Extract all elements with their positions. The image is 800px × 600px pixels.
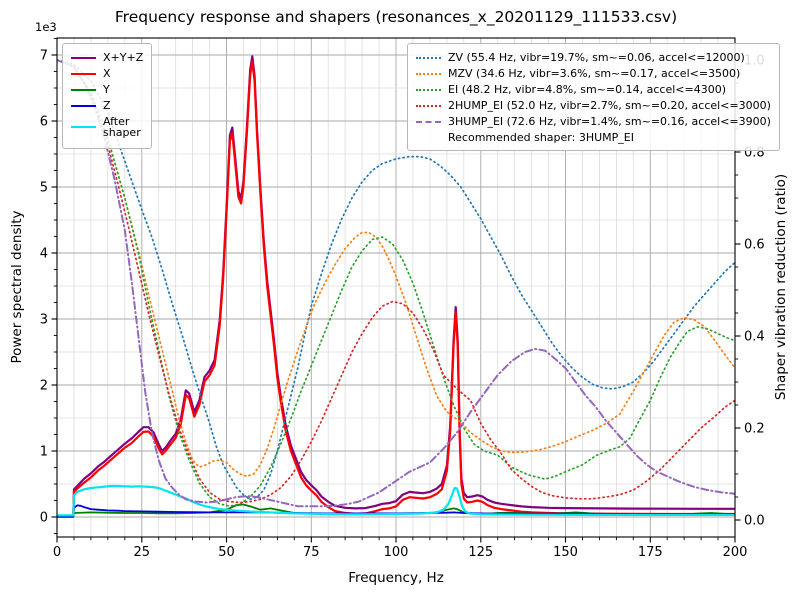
legend-entry: ZV (55.4 Hz, vibr=19.7%, sm~=0.06, accel…	[416, 52, 771, 63]
svg-text:100: 100	[384, 545, 409, 560]
svg-text:1: 1	[40, 445, 48, 460]
y-axis-offset-label: 1e3	[35, 20, 57, 34]
legend-line-sample	[416, 72, 441, 75]
svg-text:150: 150	[553, 545, 578, 560]
legend-label: MZV (34.6 Hz, vibr=3.6%, sm~=0.17, accel…	[448, 67, 741, 80]
legend-label: ZV (55.4 Hz, vibr=19.7%, sm~=0.06, accel…	[448, 51, 745, 64]
legend-label: After shaper	[103, 115, 141, 139]
svg-text:6: 6	[40, 115, 48, 130]
svg-text:125: 125	[468, 545, 493, 560]
legend-entry: Z	[71, 100, 143, 111]
legend-entry: X+Y+Z	[71, 52, 143, 63]
svg-text:0: 0	[40, 511, 48, 526]
svg-text:7: 7	[40, 49, 48, 64]
legend-label: X+Y+Z	[103, 51, 144, 64]
svg-text:175: 175	[638, 545, 663, 560]
legend-entry: X	[71, 68, 143, 79]
svg-text:0: 0	[53, 545, 61, 560]
svg-text:0.0: 0.0	[744, 514, 765, 529]
legend-line-sample	[71, 104, 96, 107]
legend-entry: EI (48.2 Hz, vibr=4.8%, sm~=0.14, accel<…	[416, 84, 771, 95]
legend-entry: After shaper	[71, 116, 143, 138]
legend-line-sample	[416, 120, 441, 123]
legend-line-sample	[416, 88, 441, 91]
legend-label: EI (48.2 Hz, vibr=4.8%, sm~=0.14, accel<…	[448, 83, 726, 96]
legend-label: X	[103, 67, 111, 80]
right-y-axis-label: Shaper vibration reduction (ratio)	[773, 173, 789, 401]
chart-title: Frequency response and shapers (resonanc…	[114, 8, 678, 26]
svg-text:0.6: 0.6	[744, 238, 765, 253]
legend-label: Z	[103, 99, 111, 112]
legend-entry: MZV (34.6 Hz, vibr=3.6%, sm~=0.17, accel…	[416, 68, 771, 79]
legend-line-sample	[71, 56, 96, 59]
legend-line-sample	[71, 126, 96, 128]
svg-text:0.2: 0.2	[744, 422, 765, 437]
legend-line-sample	[71, 72, 96, 75]
svg-text:4: 4	[40, 247, 48, 262]
legend-shapers: ZV (55.4 Hz, vibr=19.7%, sm~=0.06, accel…	[407, 43, 780, 151]
svg-text:50: 50	[218, 545, 235, 560]
legend-main: X+Y+Z X Y Z After shaper	[62, 43, 153, 149]
svg-text:0.4: 0.4	[744, 330, 765, 345]
legend-entry: 3HUMP_EI (72.6 Hz, vibr=1.4%, sm~=0.16, …	[416, 116, 771, 127]
left-y-axis-label: Power spectral density	[9, 210, 25, 364]
svg-text:2: 2	[40, 379, 48, 394]
legend-line-sample	[416, 104, 441, 107]
legend-label: 3HUMP_EI (72.6 Hz, vibr=1.4%, sm~=0.16, …	[448, 115, 771, 128]
legend-entry: 2HUMP_EI (52.0 Hz, vibr=2.7%, sm~=0.20, …	[416, 100, 771, 111]
legend-label: 2HUMP_EI (52.0 Hz, vibr=2.7%, sm~=0.20, …	[448, 99, 771, 112]
svg-text:200: 200	[723, 545, 748, 560]
legend-label: Y	[103, 83, 110, 96]
legend-line-sample	[416, 56, 441, 59]
svg-text:25: 25	[134, 545, 151, 560]
legend-recommended-shaper: Recommended shaper: 3HUMP_EI	[448, 131, 634, 144]
svg-text:3: 3	[40, 313, 48, 328]
svg-text:75: 75	[303, 545, 320, 560]
x-axis-label: Frequency, Hz	[348, 570, 444, 586]
legend-entry: Y	[71, 84, 143, 95]
svg-text:5: 5	[40, 181, 48, 196]
legend-line-sample	[71, 88, 96, 91]
